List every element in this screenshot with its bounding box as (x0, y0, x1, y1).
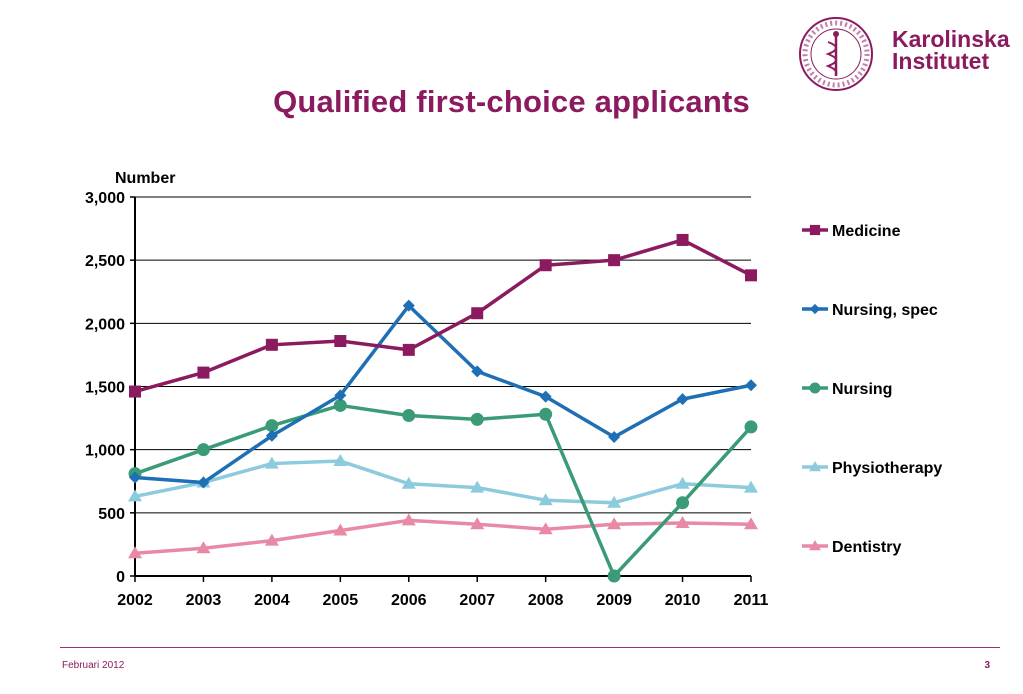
point-physiotherapy (538, 493, 553, 506)
series-line-nursing (134, 403, 753, 578)
point-medicine (265, 338, 278, 351)
y-tick-label: 2,500 (85, 253, 125, 270)
y-tick-label: 0 (116, 569, 125, 586)
footer-divider (60, 647, 1000, 648)
x-tick-label: 2008 (528, 592, 564, 609)
point-physiotherapy (401, 476, 416, 489)
legend-label-nursing: Nursing (832, 381, 892, 398)
series-line-nursing-spec (134, 303, 752, 485)
y-tick-label: 2,000 (85, 316, 125, 333)
y-axis-title: Number (115, 170, 175, 187)
legend-marker-physiotherapy (809, 461, 821, 472)
point-nursing (676, 496, 690, 510)
point-nursing (196, 443, 210, 457)
point-dentistry (675, 515, 690, 528)
point-dentistry (196, 541, 211, 554)
point-physiotherapy (470, 480, 485, 493)
point-nursing (607, 569, 621, 583)
point-medicine (539, 259, 552, 272)
point-nursing-spec (197, 476, 210, 489)
point-nursing-spec (334, 389, 347, 402)
x-tick-label: 2011 (734, 592, 769, 609)
x-tick-label: 2007 (459, 592, 495, 609)
point-nursing (265, 419, 279, 433)
point-physiotherapy (264, 456, 279, 469)
y-tick-label: 1,500 (85, 380, 125, 397)
x-tick-label: 2010 (665, 592, 701, 609)
point-dentistry (470, 517, 485, 530)
point-medicine (608, 254, 621, 267)
y-tick-label: 3,000 (85, 190, 125, 207)
x-tick-label: 2003 (186, 592, 222, 609)
logo-line1: Karolinska (892, 26, 1010, 52)
legend-label-medicine: Medicine (832, 223, 901, 240)
y-tick-label: 1,000 (85, 443, 125, 460)
point-dentistry (538, 522, 553, 535)
point-physiotherapy (744, 480, 758, 493)
point-physiotherapy (607, 495, 622, 508)
legend-marker-dentistry (809, 540, 821, 551)
point-nursing-spec (402, 299, 415, 312)
seal-icon (799, 17, 873, 91)
point-nursing (470, 412, 484, 426)
point-nursing-spec (539, 390, 552, 403)
point-nursing-spec (608, 431, 621, 444)
legend-marker-medicine (809, 224, 821, 236)
point-physiotherapy (675, 476, 690, 489)
point-medicine (402, 343, 415, 356)
point-dentistry (744, 517, 758, 530)
x-tick-label: 2005 (323, 592, 359, 609)
series-line-medicine (134, 238, 752, 394)
legend-label-dentistry: Dentistry (832, 539, 901, 556)
point-physiotherapy (333, 454, 348, 467)
footer-date: Februari 2012 (62, 660, 125, 671)
point-nursing (744, 420, 758, 434)
point-physiotherapy (128, 489, 142, 502)
point-medicine (129, 385, 141, 398)
point-nursing (539, 407, 553, 421)
point-nursing-spec (129, 471, 141, 484)
x-tick-label: 2009 (596, 592, 632, 609)
x-tick-label: 2002 (117, 592, 153, 609)
point-nursing (333, 398, 347, 412)
series-line-dentistry (134, 518, 752, 556)
y-tick-label: 500 (98, 506, 125, 523)
x-tick-label: 2006 (391, 592, 427, 609)
point-nursing-spec (265, 429, 278, 442)
page-number: 3 (984, 660, 990, 671)
logo-line2: Institutet (892, 48, 990, 74)
slide-title: Qualified first-choice applicants (273, 84, 750, 119)
point-nursing-spec (471, 365, 484, 378)
legend-label-physiotherapy: Physiotherapy (832, 460, 942, 477)
point-dentistry (401, 513, 416, 526)
point-nursing-spec (745, 379, 757, 392)
legend-marker-nursing-spec (809, 303, 821, 315)
legend-marker-nursing (809, 382, 821, 394)
point-medicine (197, 366, 210, 379)
legend-label-nursing-spec: Nursing, spec (832, 302, 938, 319)
point-medicine (334, 335, 347, 348)
point-dentistry (333, 523, 348, 536)
point-dentistry (128, 546, 142, 559)
point-medicine (471, 307, 484, 320)
x-tick-label: 2004 (254, 592, 290, 609)
series-line-physiotherapy (134, 459, 752, 505)
point-nursing (402, 409, 416, 423)
point-medicine (676, 233, 689, 246)
point-dentistry (264, 533, 279, 546)
point-nursing-spec (676, 393, 689, 406)
karolinska-logo: Karolinska Institutet (798, 14, 1010, 94)
point-dentistry (607, 517, 622, 530)
point-medicine (745, 269, 757, 282)
